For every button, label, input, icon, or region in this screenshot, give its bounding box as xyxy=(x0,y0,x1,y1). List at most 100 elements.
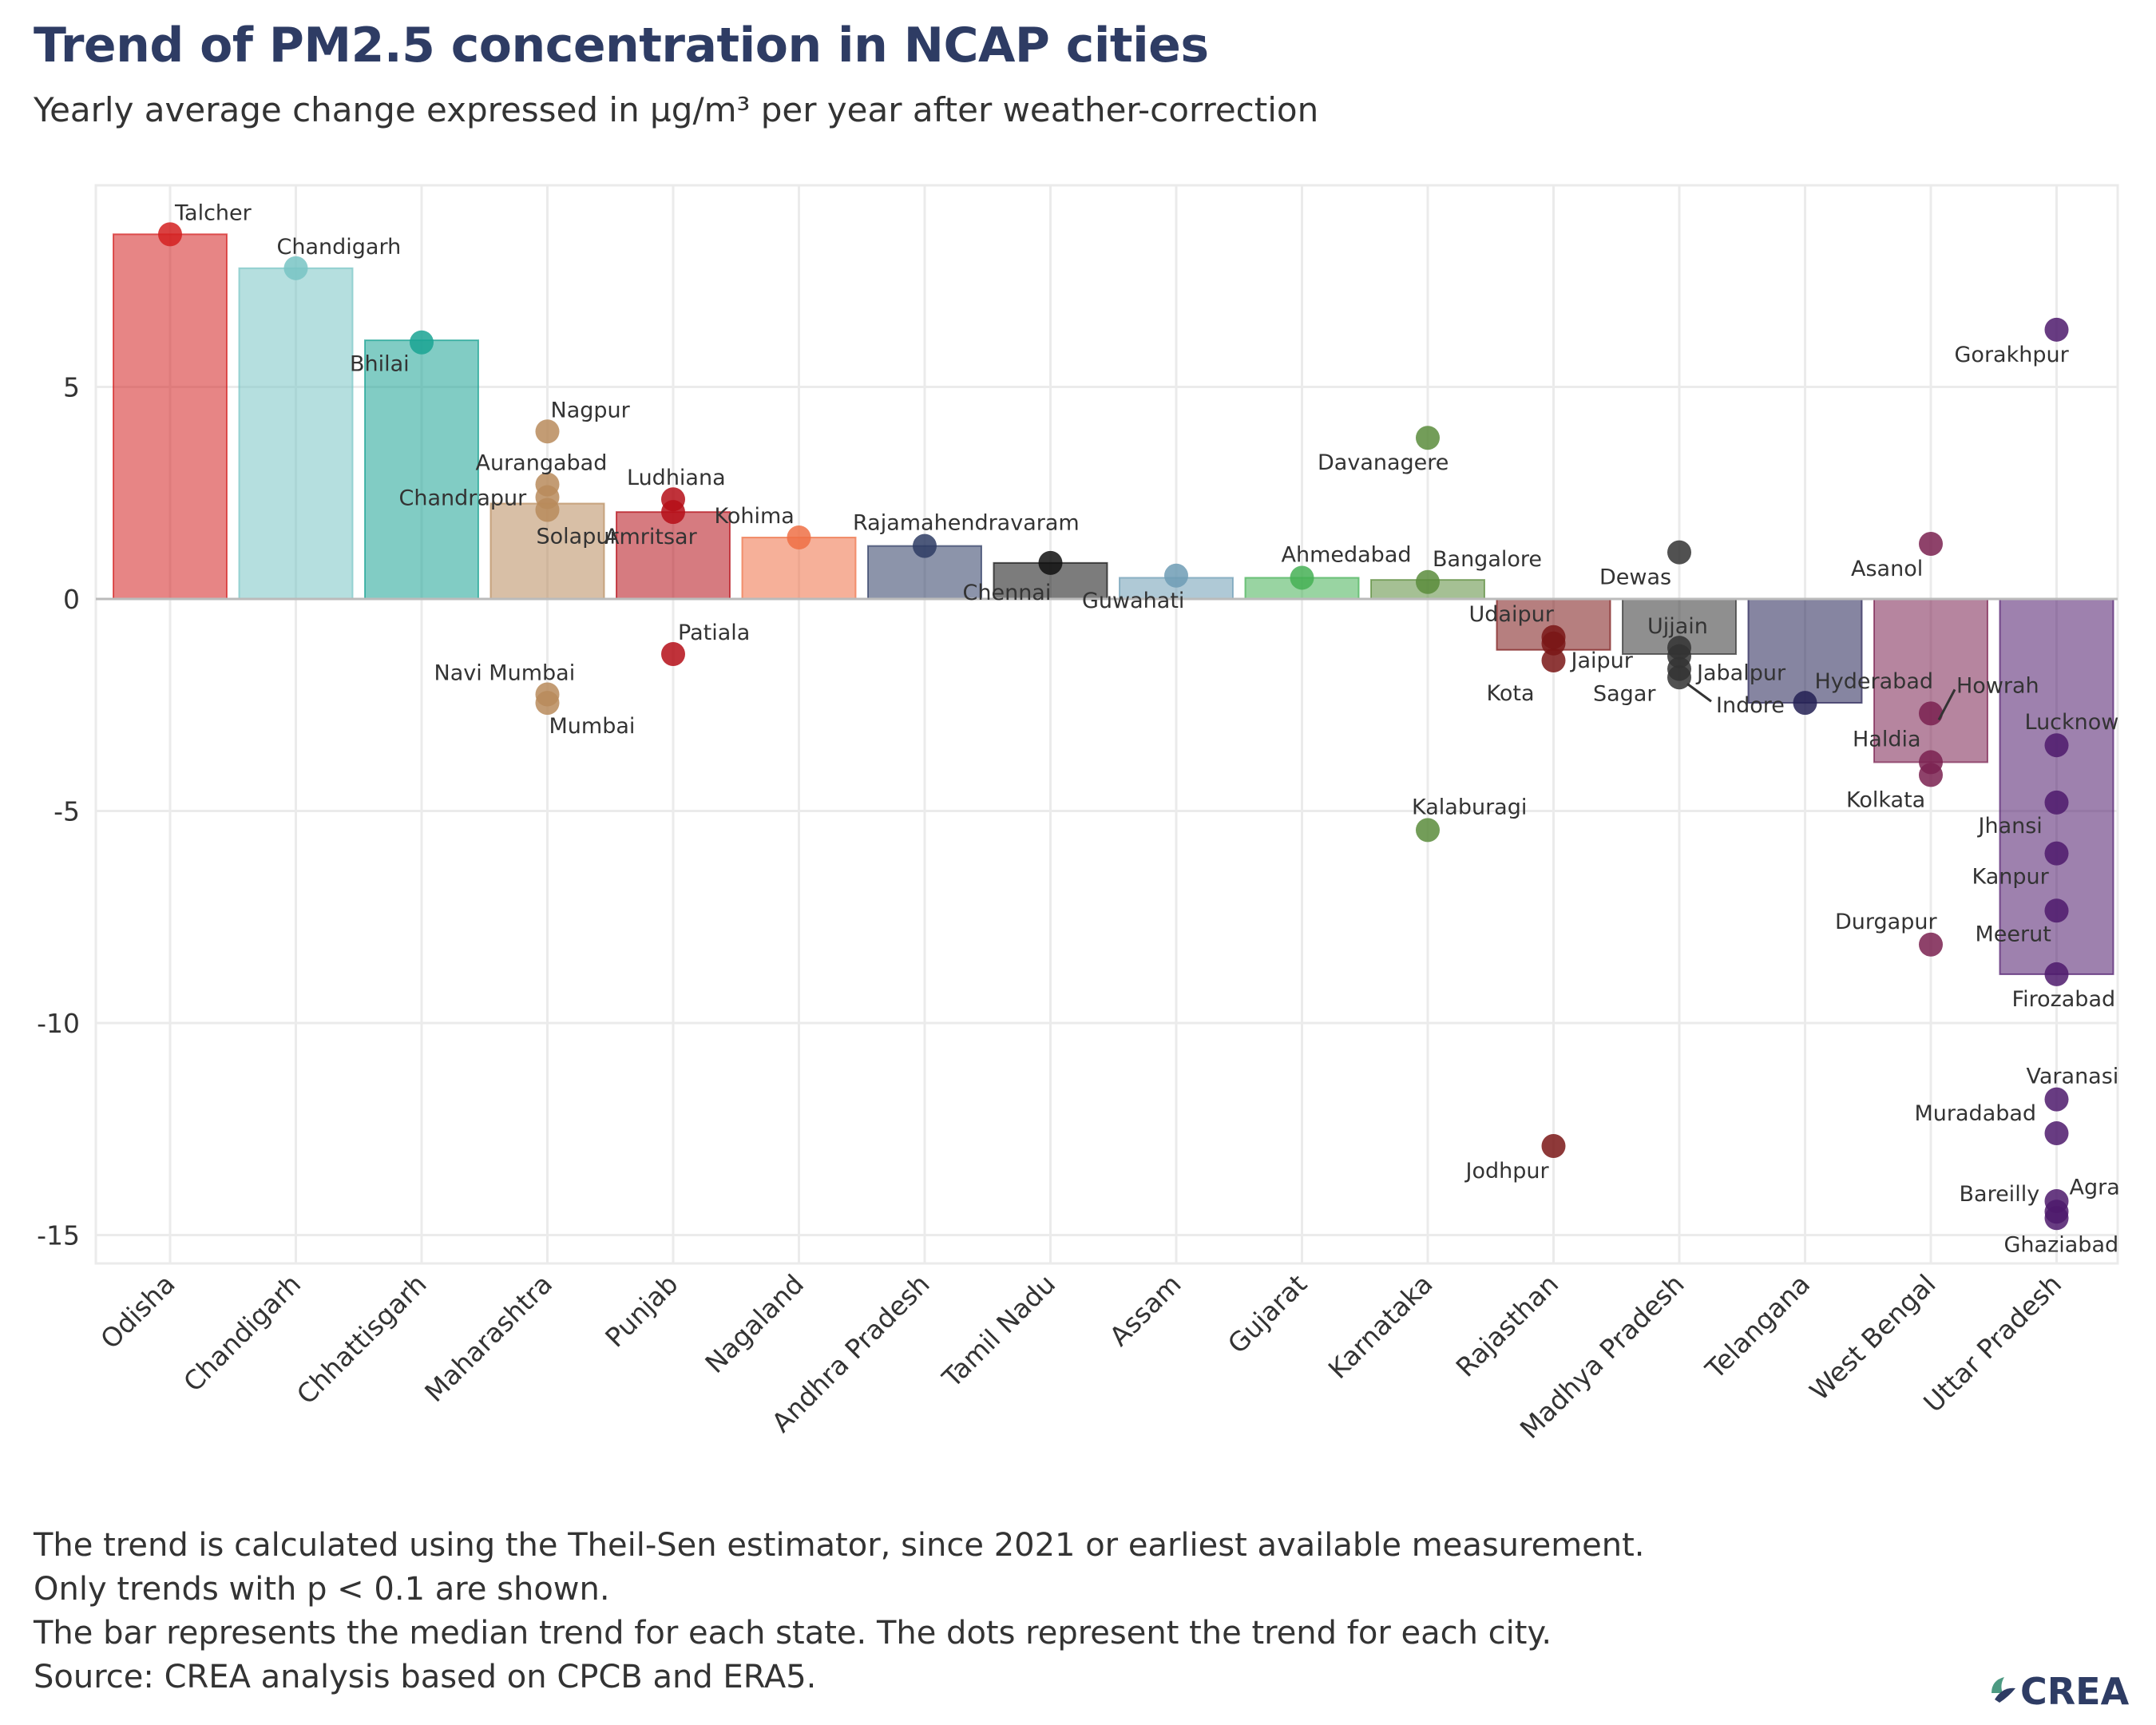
footnote-line: The bar represents the median trend for … xyxy=(34,1615,1552,1652)
bar-punjab xyxy=(616,511,731,601)
dot-firozabad xyxy=(2044,962,2069,986)
city-label-dewas: Dewas xyxy=(1599,565,1671,590)
dot-mumbai xyxy=(535,691,560,716)
city-label-muradabad: Muradabad xyxy=(1915,1101,2037,1126)
y-tick-label: -15 xyxy=(37,1220,80,1251)
dot-chandigarh xyxy=(283,256,308,280)
leader-layer xyxy=(1686,683,1956,721)
x-tick-label: Chandigarh xyxy=(177,1268,307,1398)
city-label-aurangabad: Aurangabad xyxy=(476,451,608,476)
city-label-navi-mumbai: Navi Mumbai xyxy=(434,660,576,685)
city-label-hyderabad: Hyderabad xyxy=(1815,669,1934,694)
city-label-kohima: Kohima xyxy=(715,504,795,529)
city-label-kota: Kota xyxy=(1487,681,1535,706)
y-tick-label: 0 xyxy=(63,584,80,615)
crea-logo: CREA xyxy=(1992,1670,2130,1709)
dot-chennai xyxy=(1038,550,1063,575)
city-label-chennai: Chennai xyxy=(963,581,1052,605)
x-tick-label: West Bengal xyxy=(1804,1268,1942,1406)
dot-amritsar xyxy=(661,500,685,525)
dot-jaipur xyxy=(1541,631,1566,656)
leader-line xyxy=(1686,683,1712,703)
dot-davanagere xyxy=(1416,426,1440,450)
x-tick-label: Odisha xyxy=(94,1268,180,1354)
dot-jhansi xyxy=(2044,790,2069,815)
city-label-ludhiana: Ludhiana xyxy=(627,466,726,490)
dot-kanpur xyxy=(2044,841,2069,866)
city-label-udaipur: Udaipur xyxy=(1469,602,1555,627)
dot-nagpur xyxy=(535,419,560,444)
dot-rajamahendravaram xyxy=(913,533,937,558)
city-label-guwahati: Guwahati xyxy=(1082,589,1184,613)
city-label-agra: Agra xyxy=(2070,1175,2120,1200)
dot-howrah xyxy=(1919,701,1943,726)
bar-chhattisgarh xyxy=(364,339,479,600)
city-label-ujjain: Ujjain xyxy=(1647,614,1708,639)
city-label-ghaziabad: Ghaziabad xyxy=(2004,1232,2119,1257)
chart-title: Trend of PM2.5 concentration in NCAP cit… xyxy=(34,18,1209,73)
dot-solapur xyxy=(535,498,560,522)
x-tick-label: Maharashtra xyxy=(418,1268,558,1408)
dot-bangalore xyxy=(1416,569,1440,594)
footnote-line: Source: CREA analysis based on CPCB and … xyxy=(34,1659,817,1695)
x-tick-label: Tamil Nadu xyxy=(936,1268,1061,1394)
city-label-bangalore: Bangalore xyxy=(1433,547,1542,572)
city-label-chandigarh: Chandigarh xyxy=(277,235,402,260)
dot-kalaburagi xyxy=(1416,818,1440,843)
crea-leaf-icon xyxy=(1992,1677,2015,1703)
city-label-asanol: Asanol xyxy=(1851,557,1923,581)
dot-asanol xyxy=(1919,531,1943,556)
city-label-talcher: Talcher xyxy=(174,200,252,225)
logo-text: CREA xyxy=(2020,1670,2130,1709)
city-label-howrah: Howrah xyxy=(1956,673,2039,698)
dot-ahmedabad xyxy=(1290,565,1314,590)
city-label-ahmedabad: Ahmedabad xyxy=(1282,542,1412,567)
dot-guwahati xyxy=(1164,563,1188,588)
city-label-bhilai: Bhilai xyxy=(350,352,410,377)
city-label-lucknow: Lucknow xyxy=(2025,710,2119,735)
city-label-haldia: Haldia xyxy=(1853,727,1921,751)
y-axis: 5 0 -5 -10 -15 xyxy=(37,372,80,1251)
dot-jodhpur xyxy=(1541,1133,1566,1158)
city-label-indore: Indore xyxy=(1716,693,1785,718)
city-label-davanagere: Davanagere xyxy=(1318,450,1449,475)
dot-lucknow xyxy=(2044,733,2069,758)
dot-dewas xyxy=(1667,540,1691,565)
city-label-jhansi: Jhansi xyxy=(1977,814,2043,839)
panel-border xyxy=(94,184,2119,1265)
x-tick-label: Nagaland xyxy=(699,1268,810,1379)
dot-layer xyxy=(158,222,2069,1231)
dot-kota xyxy=(1541,648,1566,672)
leader-line xyxy=(1937,688,1956,721)
y-tick-label: 5 xyxy=(63,372,80,403)
bar-layer xyxy=(113,233,2114,975)
city-label-jodhpur: Jodhpur xyxy=(1464,1159,1550,1184)
city-label-bareilly: Bareilly xyxy=(1960,1182,2040,1207)
dot-kohima xyxy=(787,525,811,550)
dot-varanasi xyxy=(2044,1087,2069,1112)
x-tick-label: Karnataka xyxy=(1322,1268,1439,1385)
city-label-jabalpur: Jabalpur xyxy=(1695,661,1786,686)
dot-bhilai xyxy=(410,330,434,355)
x-tick-label: Telangana xyxy=(1698,1268,1816,1386)
city-label-durgapur: Durgapur xyxy=(1835,910,1937,934)
city-label-firozabad: Firozabad xyxy=(2012,987,2116,1012)
x-tick-label: Rajasthan xyxy=(1450,1268,1565,1383)
dot-hyderabad xyxy=(1793,691,1817,716)
dot-ghaziabad xyxy=(2044,1206,2069,1231)
bar-chandigarh xyxy=(238,267,354,600)
city-label-kalaburagi: Kalaburagi xyxy=(1412,795,1527,819)
city-label-sagar: Sagar xyxy=(1593,682,1656,707)
y-tick-label: -5 xyxy=(54,796,80,827)
dot-gorakhpur xyxy=(2044,317,2069,342)
city-label-solapur: Solapur xyxy=(537,524,620,549)
dot-talcher xyxy=(158,222,182,247)
chart-svg: 5 0 -5 -10 -15 OdishaChandigarhChhattisgarhM… xyxy=(37,184,2120,1445)
label-layer: Talcher Chandigarh Bhilai Nagpur Aurangabad C… xyxy=(174,200,2120,1257)
y-tick-label: -10 xyxy=(37,1008,80,1039)
city-label-patiala: Patiala xyxy=(678,621,750,645)
dot-meerut xyxy=(2044,898,2069,923)
city-label-kanpur: Kanpur xyxy=(1972,865,2050,890)
x-tick-label: Punjab xyxy=(599,1268,684,1353)
